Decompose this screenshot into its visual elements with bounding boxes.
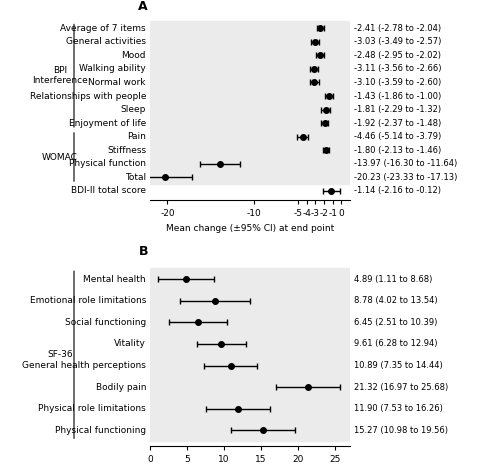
Text: -2.41 (-2.78 to -2.04): -2.41 (-2.78 to -2.04) <box>354 24 441 33</box>
Text: -3.10 (-3.59 to -2.60): -3.10 (-3.59 to -2.60) <box>354 78 442 87</box>
Text: BPI
Interference: BPI Interference <box>32 66 88 85</box>
Text: Social functioning: Social functioning <box>65 318 146 327</box>
Bar <box>150 130 350 184</box>
Text: 21.32 (16.97 to 25.68): 21.32 (16.97 to 25.68) <box>354 383 448 392</box>
Text: -1.80 (-2.13 to -1.46): -1.80 (-2.13 to -1.46) <box>354 146 442 155</box>
Bar <box>150 268 350 441</box>
Text: Sleep: Sleep <box>120 105 146 114</box>
Text: Stiffness: Stiffness <box>107 146 146 155</box>
Text: -3.03 (-3.49 to -2.57): -3.03 (-3.49 to -2.57) <box>354 38 442 46</box>
Text: B: B <box>138 245 148 258</box>
Text: -1.43 (-1.86 to -1.00): -1.43 (-1.86 to -1.00) <box>354 91 442 100</box>
Text: Bodily pain: Bodily pain <box>96 383 146 392</box>
Text: Normal work: Normal work <box>88 78 146 87</box>
Text: General activities: General activities <box>66 38 146 46</box>
Text: Emotional role limitations: Emotional role limitations <box>30 296 146 305</box>
Text: 6.45 (2.51 to 10.39): 6.45 (2.51 to 10.39) <box>354 318 438 327</box>
Text: -1.92 (-2.37 to -1.48): -1.92 (-2.37 to -1.48) <box>354 119 442 128</box>
Text: Physical role limitations: Physical role limitations <box>38 404 146 413</box>
Text: Enjoyment of life: Enjoyment of life <box>69 119 146 128</box>
Text: SF-36: SF-36 <box>47 350 73 359</box>
Text: 15.27 (10.98 to 19.56): 15.27 (10.98 to 19.56) <box>354 426 448 435</box>
Text: Relationships with people: Relationships with people <box>30 91 146 100</box>
Text: Physical functioning: Physical functioning <box>55 426 146 435</box>
Text: Mental health: Mental health <box>84 274 146 284</box>
Text: Total: Total <box>125 173 146 182</box>
Text: WOMAC: WOMAC <box>42 152 78 161</box>
Text: -3.11 (-3.56 to -2.66): -3.11 (-3.56 to -2.66) <box>354 64 442 74</box>
Text: General health perceptions: General health perceptions <box>22 361 146 370</box>
Text: Vitality: Vitality <box>114 340 146 348</box>
Text: -13.97 (-16.30 to -11.64): -13.97 (-16.30 to -11.64) <box>354 159 457 168</box>
Text: -2.48 (-2.95 to -2.02): -2.48 (-2.95 to -2.02) <box>354 51 441 60</box>
Text: Pain: Pain <box>127 132 146 141</box>
Text: 8.78 (4.02 to 13.54): 8.78 (4.02 to 13.54) <box>354 296 438 305</box>
Bar <box>150 22 350 130</box>
Text: Physical function: Physical function <box>69 159 146 168</box>
Text: -20.23 (-23.33 to -17.13): -20.23 (-23.33 to -17.13) <box>354 173 458 182</box>
Text: 9.61 (6.28 to 12.94): 9.61 (6.28 to 12.94) <box>354 340 438 348</box>
Text: BDI-II total score: BDI-II total score <box>71 186 146 196</box>
Text: -4.46 (-5.14 to -3.79): -4.46 (-5.14 to -3.79) <box>354 132 442 141</box>
Text: Mood: Mood <box>122 51 146 60</box>
Text: -1.81 (-2.29 to -1.32): -1.81 (-2.29 to -1.32) <box>354 105 441 114</box>
Text: 11.90 (7.53 to 16.26): 11.90 (7.53 to 16.26) <box>354 404 443 413</box>
Text: A: A <box>138 0 148 13</box>
Text: Walking ability: Walking ability <box>79 64 146 74</box>
Text: Average of 7 items: Average of 7 items <box>60 24 146 33</box>
Text: 4.89 (1.11 to 8.68): 4.89 (1.11 to 8.68) <box>354 274 432 284</box>
Text: 10.89 (7.35 to 14.44): 10.89 (7.35 to 14.44) <box>354 361 443 370</box>
Text: -1.14 (-2.16 to -0.12): -1.14 (-2.16 to -0.12) <box>354 186 441 196</box>
X-axis label: Mean change (±95% CI) at end point: Mean change (±95% CI) at end point <box>166 224 334 233</box>
